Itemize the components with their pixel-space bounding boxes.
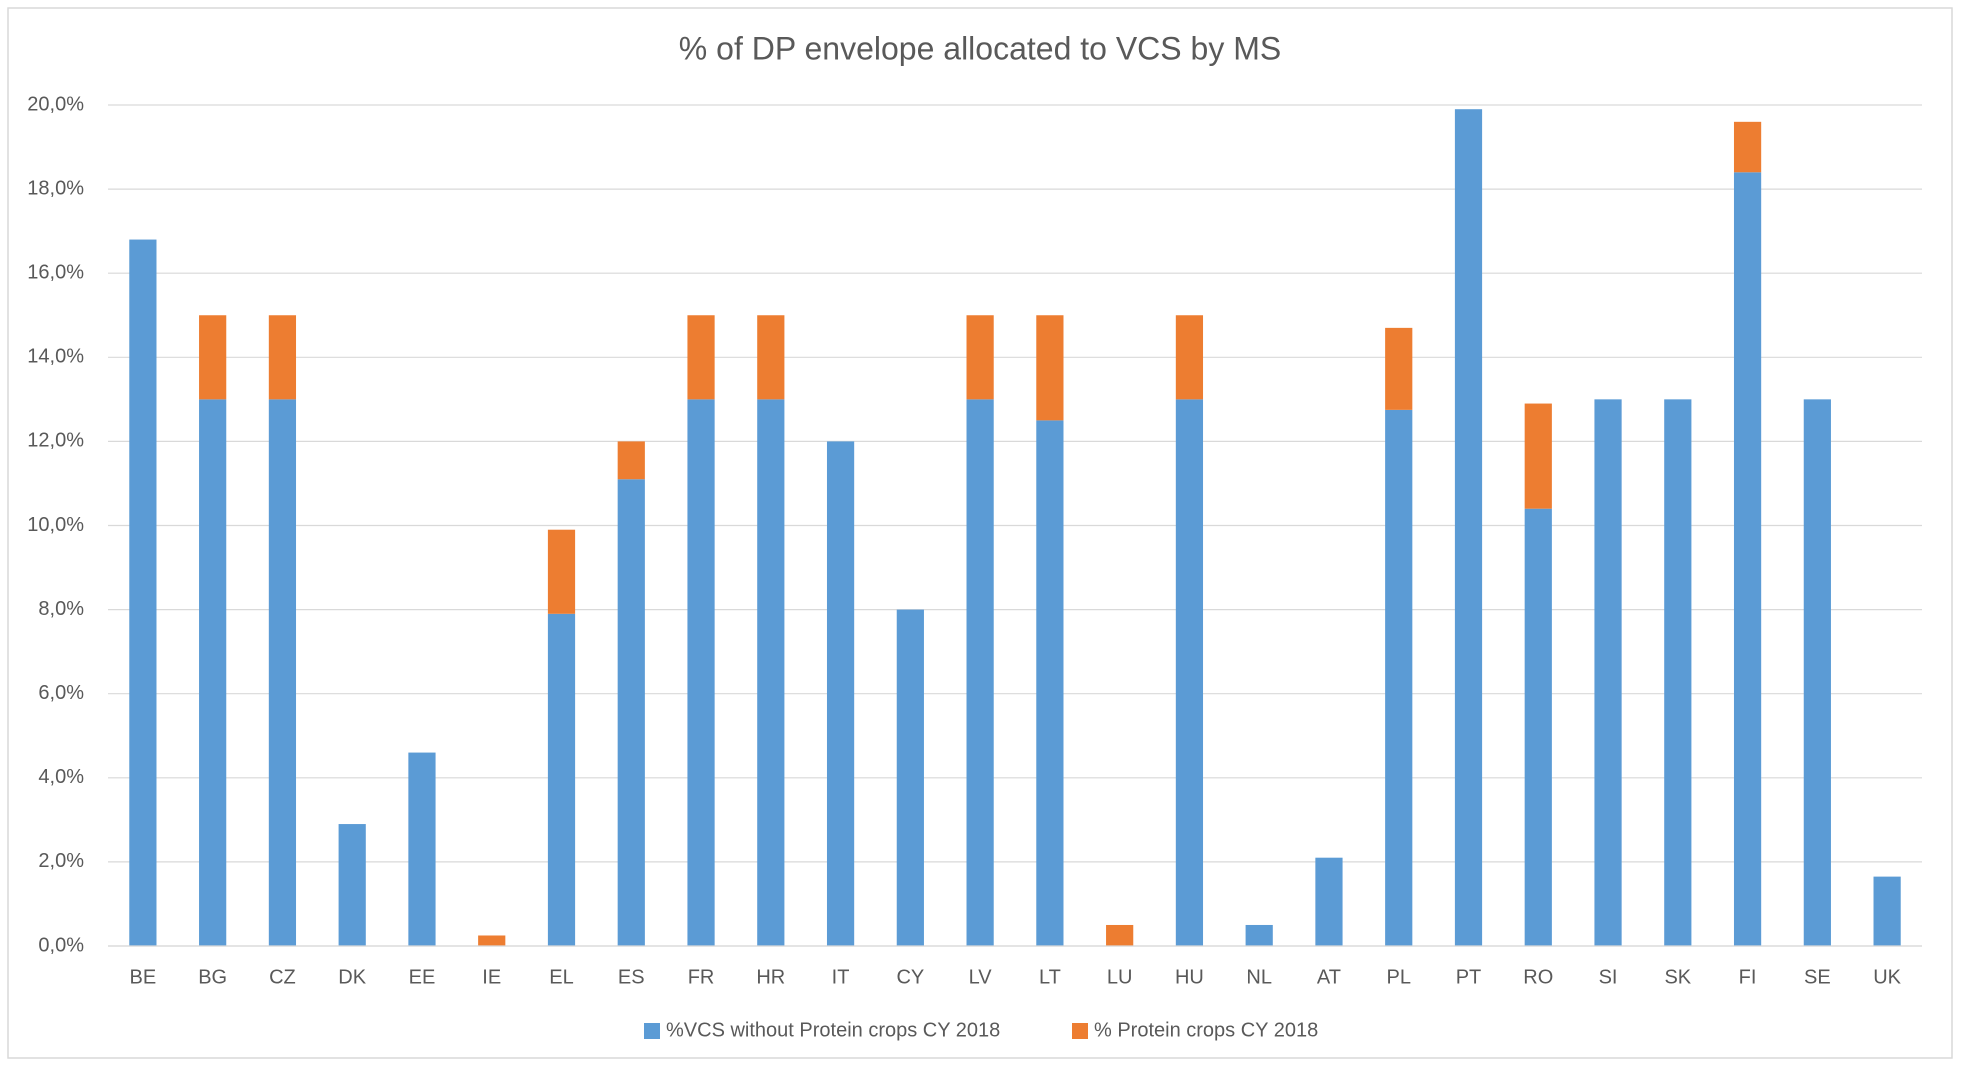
x-tick-label: PL: [1386, 966, 1410, 988]
bar-segment: [1175, 399, 1204, 947]
bar-segment: [199, 315, 227, 400]
x-tick-label: PT: [1456, 966, 1482, 988]
bar-segment: [617, 479, 645, 946]
bar-segment: [1524, 508, 1552, 946]
bar-segment: [268, 399, 297, 947]
bar-segment: [547, 613, 576, 946]
bar-segment: [896, 609, 924, 946]
bar-segment: [268, 315, 297, 400]
bar-segment: [338, 824, 366, 946]
y-tick-label: 10,0%: [27, 514, 84, 536]
bar-segment: [966, 315, 994, 400]
x-tick-label: SE: [1804, 966, 1831, 988]
x-tick-label: NL: [1246, 966, 1272, 988]
x-tick-label: LT: [1039, 966, 1061, 988]
y-tick-label: 12,0%: [27, 430, 84, 452]
x-tick-label: CZ: [269, 966, 296, 988]
x-tick-label: ES: [618, 966, 645, 988]
bar-segment: [1036, 420, 1064, 946]
bar-segment: [129, 239, 157, 946]
x-tick-label: BE: [130, 966, 157, 988]
x-tick-label: UK: [1873, 966, 1901, 988]
bar-segment: [687, 315, 715, 400]
bar-segment: [1733, 172, 1762, 946]
bar-segment: [1036, 315, 1064, 421]
bar-segment: [1873, 876, 1901, 946]
x-tick-label: HR: [756, 966, 785, 988]
bar-segment: [408, 752, 436, 946]
bar-segment: [547, 529, 576, 614]
bar-segment: [966, 399, 994, 947]
bar-segment: [1803, 399, 1831, 947]
bar-segment: [1454, 109, 1483, 946]
bar-segment: [826, 441, 855, 946]
x-tick-label: EL: [549, 966, 573, 988]
chart-title: % of DP envelope allocated to VCS by MS: [679, 30, 1281, 66]
bar-segment: [478, 935, 506, 946]
bar-segment: [757, 399, 785, 947]
bar-segment: [1245, 924, 1273, 946]
y-tick-label: 4,0%: [38, 766, 84, 788]
x-tick-label: DK: [338, 966, 366, 988]
x-tick-label: AT: [1317, 966, 1341, 988]
legend-label: %VCS without Protein crops CY 2018: [666, 1019, 1000, 1041]
bar-segment: [687, 399, 715, 947]
x-tick-label: FI: [1739, 966, 1757, 988]
y-tick-label: 14,0%: [27, 346, 84, 368]
bar-segment: [1733, 121, 1762, 173]
bar-segment: [617, 441, 645, 480]
bar-segment: [757, 315, 785, 400]
y-tick-label: 8,0%: [38, 598, 84, 620]
x-tick-label: HU: [1175, 966, 1204, 988]
x-tick-label: RO: [1523, 966, 1553, 988]
bar-segment: [1385, 409, 1413, 946]
y-tick-label: 20,0%: [27, 93, 84, 115]
bar-segment: [1524, 403, 1552, 509]
bar-segment: [1664, 399, 1692, 947]
bar-segment: [1315, 857, 1343, 946]
x-tick-label: EE: [409, 966, 436, 988]
bar-segment: [1594, 399, 1622, 947]
x-tick-label: BG: [198, 966, 227, 988]
y-tick-label: 0,0%: [38, 934, 84, 956]
bar-segment: [1106, 924, 1134, 946]
legend-swatch: [644, 1023, 660, 1039]
bar-segment: [1385, 327, 1413, 410]
x-tick-label: SK: [1664, 966, 1691, 988]
chart-frame: [7, 7, 1953, 1059]
x-tick-label: FR: [688, 966, 715, 988]
x-tick-label: LU: [1107, 966, 1133, 988]
y-tick-label: 2,0%: [38, 850, 84, 872]
bar-segment: [1175, 315, 1204, 400]
x-tick-label: LV: [969, 966, 993, 988]
x-tick-label: IE: [482, 966, 501, 988]
x-tick-label: CY: [896, 966, 924, 988]
x-tick-label: SI: [1599, 966, 1618, 988]
legend-swatch: [1072, 1023, 1088, 1039]
bar-segment: [199, 399, 227, 947]
y-tick-label: 16,0%: [27, 261, 84, 283]
y-tick-label: 18,0%: [27, 177, 84, 199]
legend-label: % Protein crops CY 2018: [1094, 1019, 1318, 1041]
x-tick-label: IT: [832, 966, 850, 988]
y-tick-label: 6,0%: [38, 682, 84, 704]
